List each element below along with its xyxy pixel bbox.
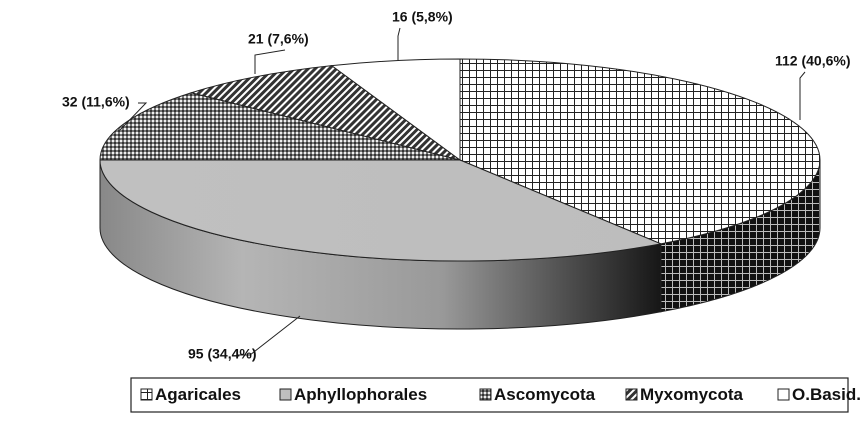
legend-swatch: [777, 388, 790, 401]
data-label: 95 (34,4%): [188, 346, 256, 362]
legend-label: O.Basid.: [792, 385, 861, 404]
leader-line: [799, 71, 806, 120]
legend-swatch: [140, 388, 153, 401]
legend-label: Ascomycota: [494, 385, 596, 404]
leader-line: [119, 102, 148, 131]
legend-swatch: [479, 388, 492, 401]
pie-slice: [459, 58, 821, 245]
data-label: 16 (5,8%): [392, 9, 453, 25]
leader-line: [254, 49, 286, 74]
leader-line: [238, 315, 301, 356]
legend: Agaricales Aphyllophorales Ascomycota Myxom…: [140, 385, 861, 404]
legend-swatch: [279, 388, 292, 401]
legend-label: Agaricales: [155, 385, 241, 404]
legend-label: Myxomycota: [640, 385, 744, 404]
pie-tops: [99, 58, 821, 262]
pie-slice: [189, 65, 461, 161]
data-label: 21 (7,6%): [248, 31, 309, 47]
legend-swatch: [625, 388, 638, 401]
data-label: 32 (11,6%): [62, 94, 130, 110]
pie-slice: [99, 159, 663, 262]
pie-slice: [330, 58, 461, 161]
pie-slice: [99, 92, 461, 161]
leader-line: [397, 27, 401, 60]
data-labels: 112 (40,6%) 95 (34,4%) 32 (11,6%) 21 (7,6%)…: [62, 9, 851, 362]
data-label: 112 (40,6%): [775, 53, 851, 69]
legend-label: Aphyllophorales: [294, 385, 427, 404]
